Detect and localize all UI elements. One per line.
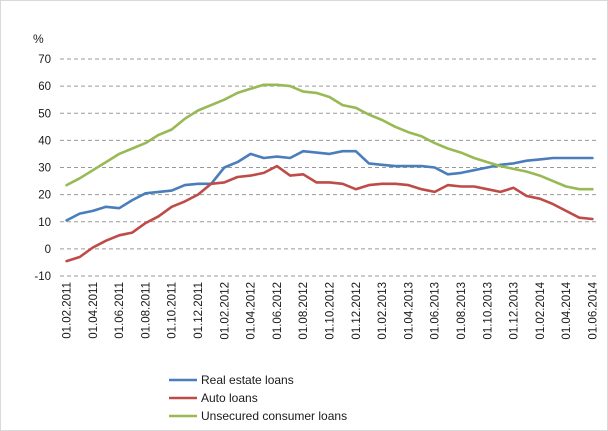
legend-label-3: Unsecured consumer loans [201,409,347,423]
y-tick-label: 60 [38,81,51,93]
y-tick-label: 20 [38,190,51,202]
x-tick-label: 01.12.2013 [509,282,521,340]
y-tick-label: 50 [38,108,51,120]
x-tick-label: 01.10.2011 [167,282,179,339]
x-tick-label: 01.10.2013 [482,282,494,340]
y-tick-label: 40 [38,135,51,147]
x-tick-label: 01.06.2014 [587,281,599,339]
x-tick-label: 01.08.2013 [456,282,468,340]
x-tick-label: 01.04.2011 [88,282,100,339]
y-axis-unit-label: % [33,32,44,46]
y-tick-label: 70 [38,54,51,66]
x-tick-label: 01.08.2011 [140,282,152,339]
x-tick-label: 01.12.2011 [193,282,205,339]
series-line-2 [65,164,594,263]
y-tick-label: 0 [45,244,51,256]
x-tick-label: 01.02.2013 [377,282,389,340]
series-line-1 [65,149,594,222]
x-tick-label: 01.10.2012 [325,282,337,340]
x-tick-label: 01.06.2013 [430,282,442,340]
x-tick-label: 01.04.2012 [246,282,258,340]
legend-label-2: Auto loans [201,391,258,405]
x-tick-label: 01.04.2014 [561,281,573,339]
x-tick-label: 01.04.2013 [403,282,415,340]
y-tick-label: 10 [38,217,51,229]
legend-label-1: Real estate loans [201,373,294,387]
y-tick-label: -10 [34,271,51,283]
x-tick-label: 01.12.2012 [351,282,363,340]
x-tick-label: 01.02.2011 [62,282,74,339]
y-tick-label: 30 [38,163,51,175]
x-tick-label: 01.08.2012 [298,282,310,340]
x-tick-label: 01.02.2014 [535,281,547,339]
x-tick-label: 01.02.2012 [219,282,231,340]
series-line-3 [65,83,594,191]
x-tick-label: 01.06.2011 [114,282,126,339]
x-tick-label: 01.06.2012 [272,282,284,340]
